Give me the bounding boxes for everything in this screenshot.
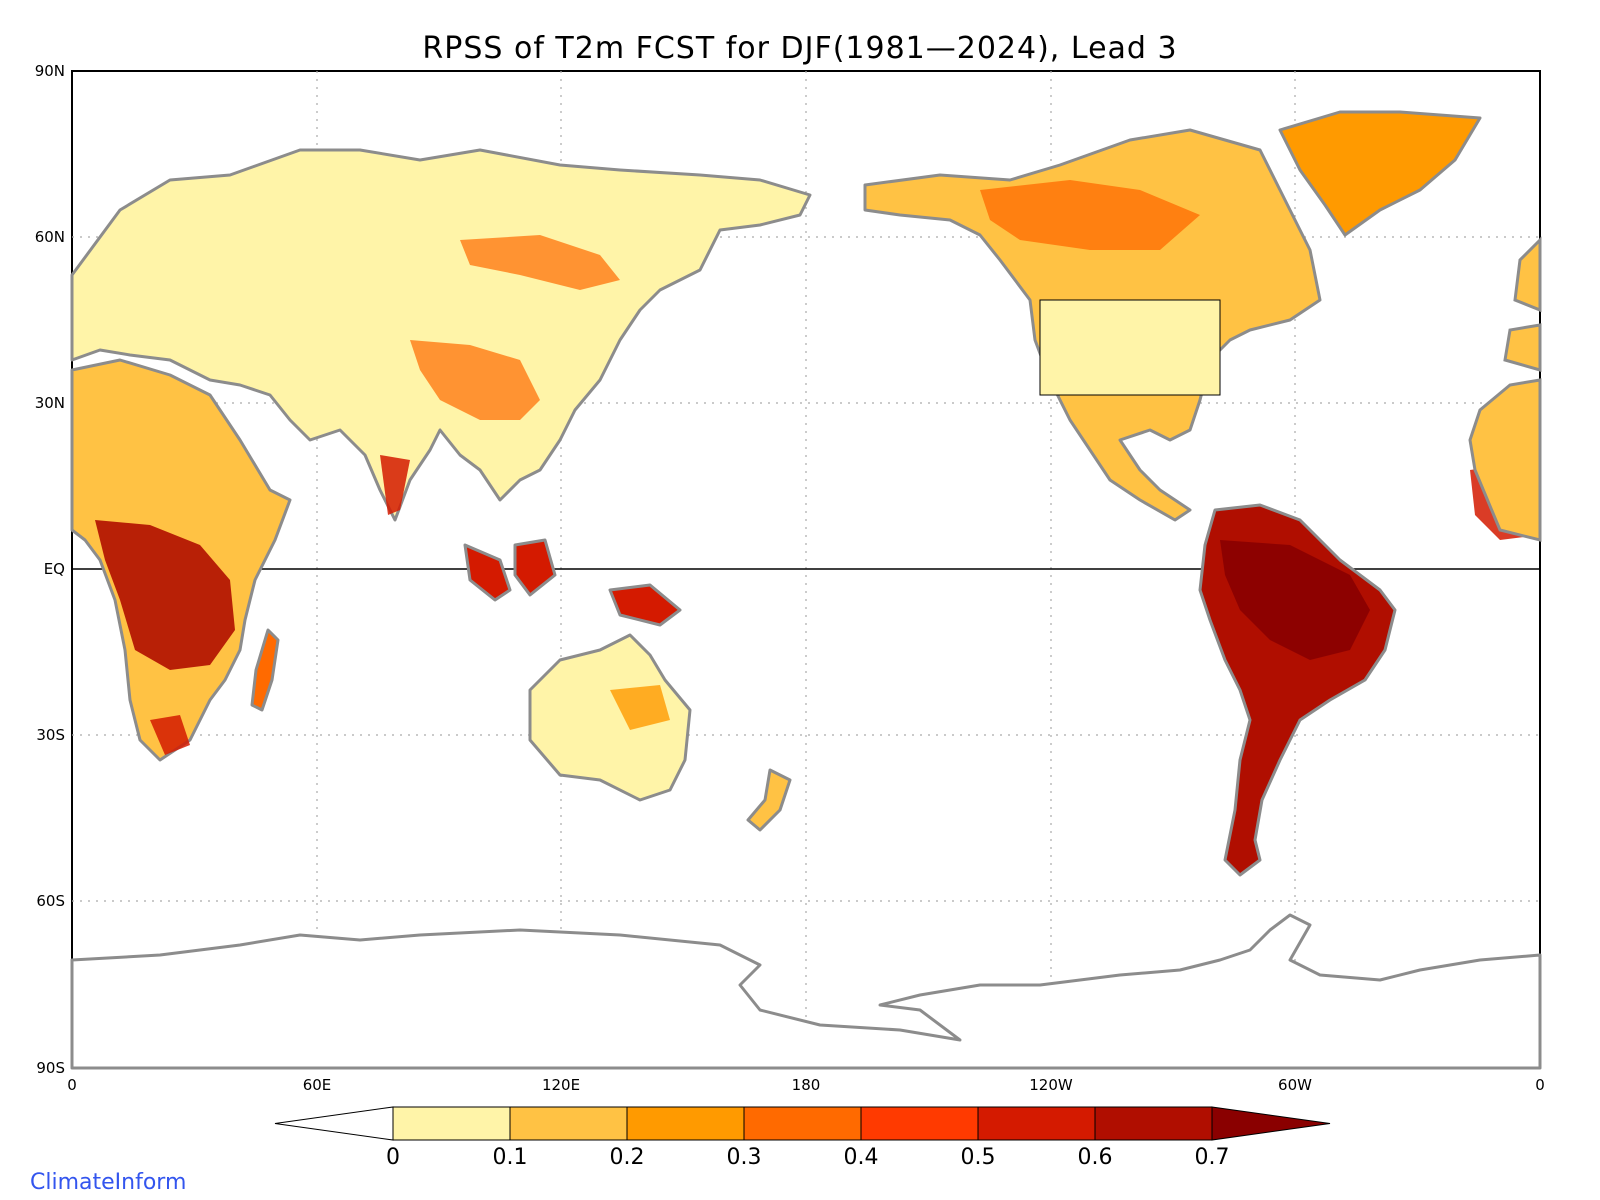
hotspot-east-asia [410, 235, 620, 420]
land-australia [528, 633, 692, 802]
lon-label: 180 [792, 1076, 821, 1094]
land-indonesia [463, 538, 682, 627]
colorbar-segment [509, 1106, 628, 1141]
brand-label: ClimateInform [30, 1170, 187, 1195]
lon-label: 60E [303, 1076, 332, 1094]
colorbar-segment [392, 1106, 511, 1141]
lon-label: 120W [1029, 1076, 1073, 1094]
lat-label: 30N [35, 394, 65, 412]
colorbar-tick-label: 0.5 [961, 1145, 996, 1170]
colorbar-segment [743, 1106, 862, 1141]
colorbar-tick-label: 0 [386, 1145, 400, 1170]
colorbar-tick-label: 0.6 [1078, 1145, 1113, 1170]
lat-label: 90N [35, 62, 65, 80]
skill-hotspots [95, 180, 1540, 755]
land-greenland [1278, 110, 1482, 237]
colorbar-segment [977, 1106, 1096, 1141]
colorbar-segment [626, 1106, 745, 1141]
hotspot-india [380, 455, 410, 515]
colorbar-over-arrow [1211, 1106, 1331, 1141]
usa-states-region [1039, 299, 1221, 396]
lon-label: 120E [542, 1076, 580, 1094]
colorbar-under-arrow [274, 1106, 394, 1141]
land-antarctica [70, 913, 1542, 1070]
lon-labels: 0 60E 120E 180 120W 60W 0 [67, 1076, 1545, 1094]
hotspot-australia-center [610, 685, 670, 730]
map-title: RPSS of T2m FCST for DJF(1981—2024), Lea… [422, 31, 1177, 66]
colorbar-tick-label: 0.1 [493, 1145, 528, 1170]
colorbar-segment [860, 1106, 979, 1141]
colorbar-tick-label: 0.2 [610, 1145, 645, 1170]
hotspot-amazon [1220, 540, 1370, 660]
colorbar-tick-label: 0.7 [1195, 1145, 1230, 1170]
lat-label: EQ [44, 560, 65, 578]
lat-label: 90S [36, 1059, 65, 1077]
colorbar: 0 0.1 0.2 0.3 0.4 0.5 0.6 0.7 [274, 1106, 1331, 1170]
lat-label: 60S [36, 892, 65, 910]
lon-label: 60W [1278, 1076, 1312, 1094]
hotspot-canada [980, 180, 1200, 250]
hotspot-southern-africa [150, 715, 190, 755]
colorbar-tick-label: 0.3 [727, 1145, 762, 1170]
land-west-africa-right [1468, 378, 1542, 542]
land-eurasia [70, 148, 812, 522]
land-europe-right [1503, 236, 1542, 372]
land-madagascar [250, 628, 280, 712]
hotspot-central-africa [95, 520, 235, 670]
lat-labels: 90N 60N 30N EQ 30S 60S 90S [35, 62, 65, 1077]
lon-label: 0 [67, 1076, 77, 1094]
lon-label: 0 [1535, 1076, 1545, 1094]
land-new-zealand [746, 768, 792, 832]
lat-label: 30S [36, 726, 65, 744]
colorbar-tick-label: 0.4 [844, 1145, 879, 1170]
lat-label: 60N [35, 228, 65, 246]
colorbar-segment [1094, 1106, 1213, 1141]
